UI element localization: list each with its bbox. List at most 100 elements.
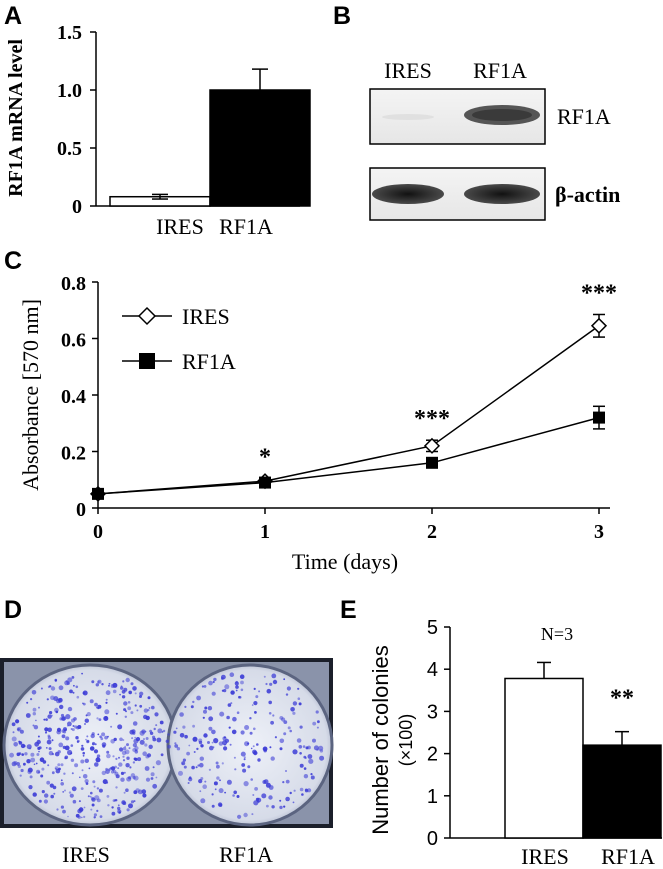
colony-dot [114,771,119,776]
colony-dot [244,725,250,730]
colony-dot [91,803,95,807]
colony-dot [279,799,282,802]
colony-dot [202,716,205,719]
colony-dot [174,742,177,745]
colony-dot [82,754,85,757]
colony-dot [98,788,103,793]
colony-dot [213,738,219,744]
colony-dot [106,750,110,754]
colony-dot [160,753,164,757]
colony-dot [231,729,237,735]
colony-dot [153,727,156,731]
colony-dot [117,724,123,730]
colony-dot [49,711,53,715]
panel-c-xlabel: Time (days) [292,549,398,574]
colony-dot [111,811,116,816]
colony-dot [233,756,236,759]
colony-dot [218,741,224,746]
panel-c-significance: *** [581,280,617,306]
colony-dot [316,748,319,751]
colony-dot [36,739,41,745]
colony-dot [74,763,79,768]
colony-dot [46,739,52,745]
colony-dot [89,699,94,704]
panel-c-significance: *** [414,406,450,432]
colony-dot [26,759,31,764]
colony-dot [72,799,77,804]
colony-dot [207,741,210,744]
colony-dot [236,711,240,714]
colony-dot [298,745,303,749]
colony-dot [55,768,61,774]
colony-dot [301,793,304,796]
colony-dot [271,673,277,679]
colony-dot [92,780,96,784]
colony-dot [25,713,31,718]
colony-dot [91,797,96,802]
colony-dot [110,766,116,771]
colony-dot [270,720,274,725]
colony-dot [77,725,82,729]
colony-dot [72,691,75,694]
colony-dot [191,765,195,770]
colony-dot [133,775,139,781]
colony-dot [317,720,320,724]
colony-dot [113,799,117,802]
colony-dot [47,736,52,740]
colony-dot [41,790,45,794]
colony-dot [235,685,239,689]
colony-dot [217,802,223,807]
colony-dot [46,698,49,701]
colony-dot [97,679,102,684]
panel-c-significance: * [259,444,271,470]
colony-dot [232,716,237,722]
colony-dot [47,764,50,767]
colony-dot [118,756,120,759]
colony-dot [119,737,123,742]
colony-dot [202,784,207,789]
colony-dot [272,679,278,685]
colony-dot [48,747,52,751]
panel-c-ylabel: Absorbance [570 nm] [18,299,43,491]
colony-dot [118,762,123,767]
panel-c: C Absorbance [570 nm] Time (days) IRES R… [4,247,617,574]
colony-dot [50,714,53,717]
colony-dot [27,767,33,773]
colony-dot [51,752,55,756]
colony-dot [33,725,39,730]
colony-dot [101,770,107,776]
colony-dot [39,757,45,762]
colony-dot [142,751,147,756]
colony-dot [152,783,158,789]
panel-letter-d: D [4,596,22,624]
colony-dot [27,769,32,775]
colony-dot [269,746,272,749]
colony-dot [310,773,313,776]
colony-dot [65,736,70,741]
colony-dot [253,687,256,691]
panel-c-xtick-label: 3 [594,521,604,543]
colony-dot [44,731,48,734]
colony-dot [96,809,99,813]
band-ires-rf1a [382,114,434,120]
colony-dot [251,704,254,706]
colony-dot [77,815,81,819]
colony-dot [211,804,215,808]
colony-dot [125,710,127,713]
panel-c-chart: IRES RF1A 00.20.40.60.80 1 2 3******* [61,273,617,543]
colony-dot [133,790,138,795]
colony-dot [243,812,248,818]
colony-dot [219,779,221,782]
colony-dot [13,742,18,747]
colony-dot [224,791,227,794]
colony-dot [296,738,302,743]
colony-dot [94,762,99,767]
colony-dot [223,689,227,693]
colony-dot [17,728,20,731]
colony-dot [268,785,274,790]
colony-dot [285,770,287,772]
colony-dot [107,804,110,807]
colony-dot [110,684,115,688]
colony-dot [271,805,275,809]
